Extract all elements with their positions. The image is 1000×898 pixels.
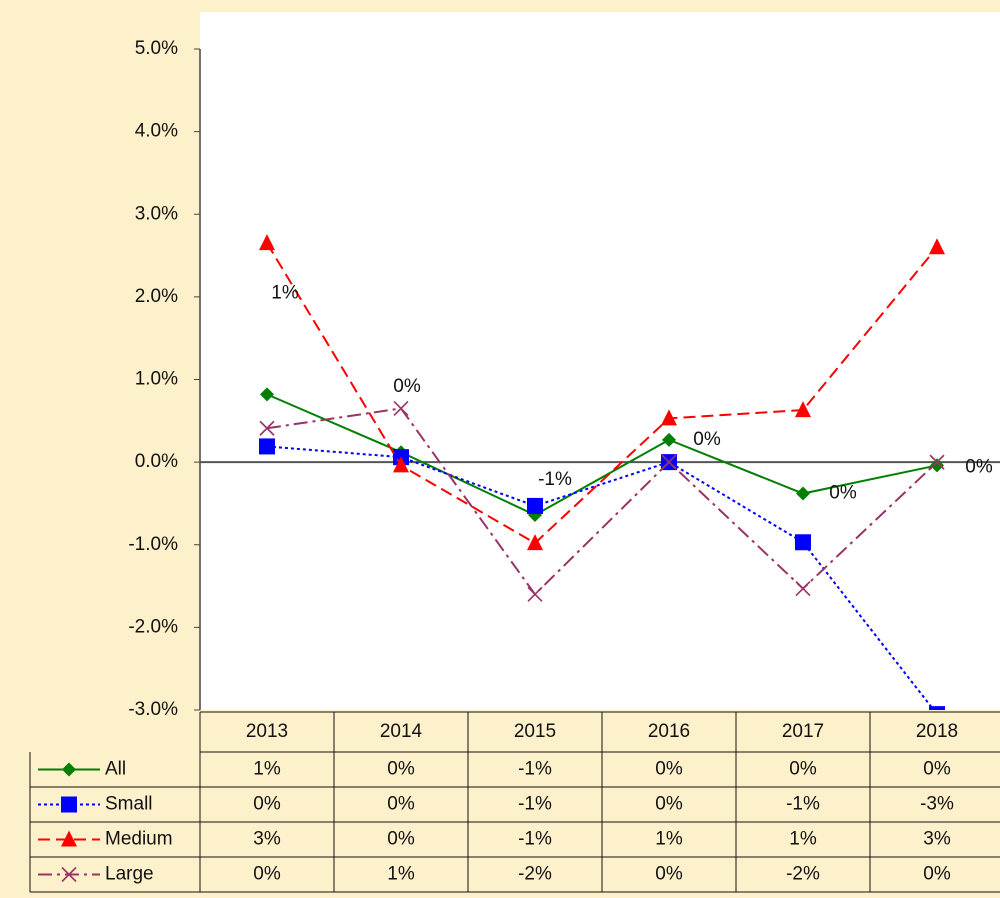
marker — [661, 409, 677, 426]
legend-label: Small — [105, 794, 153, 815]
table-cell: 0% — [655, 794, 683, 815]
table-cell: 0% — [655, 759, 683, 780]
marker — [62, 762, 76, 777]
marker — [929, 454, 945, 470]
marker — [796, 486, 810, 501]
x-tick-label: 2014 — [380, 721, 423, 742]
marker — [661, 454, 677, 470]
table-cell: 1% — [655, 829, 683, 850]
table-cell: -1% — [518, 829, 552, 850]
legend-marker — [61, 830, 77, 847]
x-tick-label: 2018 — [916, 721, 958, 742]
marker — [61, 796, 77, 813]
table-cell: 0% — [387, 829, 415, 850]
marker — [61, 866, 77, 883]
table-cell: -3% — [920, 794, 954, 815]
legend-label: All — [105, 759, 126, 780]
x-tick-label: 2017 — [782, 721, 824, 742]
marker — [527, 534, 543, 551]
table-cell: 1% — [789, 829, 817, 850]
marker — [259, 420, 275, 436]
table-cell: 1% — [253, 759, 281, 780]
legend-marker — [61, 796, 77, 813]
table-cell: -1% — [518, 759, 552, 780]
data-label: 0% — [693, 429, 721, 450]
table-cell: 0% — [387, 759, 415, 780]
legend-label: Medium — [105, 829, 173, 850]
legend-marker — [62, 762, 76, 777]
table-cell: -2% — [786, 864, 820, 885]
table-cell: -1% — [518, 794, 552, 815]
series-line — [266, 242, 938, 545]
y-tick-label: 2.0% — [135, 286, 178, 307]
series-line — [266, 407, 938, 596]
marker — [61, 830, 77, 847]
data-label: 0% — [393, 376, 421, 397]
legend-label: Large — [105, 864, 154, 885]
marker — [662, 432, 676, 447]
marker — [795, 534, 811, 551]
marker — [527, 586, 543, 602]
series-line — [266, 393, 938, 517]
table-cell: -2% — [518, 864, 552, 885]
plot-series — [259, 234, 945, 710]
data-label: 0% — [965, 456, 993, 477]
marker — [929, 238, 945, 255]
y-tick-label: -3.0% — [128, 699, 178, 720]
marker — [393, 400, 409, 416]
table-cell: 0% — [923, 864, 951, 885]
marker — [527, 497, 543, 514]
y-tick-label: 5.0% — [135, 38, 178, 59]
marker — [260, 387, 274, 402]
marker — [930, 458, 944, 473]
x-tick-label: 2016 — [648, 721, 690, 742]
marker — [393, 456, 409, 473]
table-cell: 3% — [253, 829, 281, 850]
marker — [259, 234, 275, 251]
y-tick-label: 0.0% — [135, 451, 178, 472]
legend-marker — [61, 866, 77, 883]
table-cell: 1% — [387, 864, 415, 885]
data-label: -1% — [538, 469, 572, 490]
data-label: 0% — [829, 483, 857, 504]
y-tick-label: -2.0% — [128, 616, 178, 637]
table-cell: 0% — [655, 864, 683, 885]
table-cell: 0% — [923, 759, 951, 780]
table-cell: 0% — [789, 759, 817, 780]
table-cell: 0% — [253, 794, 281, 815]
table-cell: 0% — [253, 864, 281, 885]
table-cell: 3% — [923, 829, 951, 850]
marker — [929, 706, 945, 710]
y-tick-label: 1.0% — [135, 369, 178, 390]
marker — [795, 580, 811, 597]
y-tick-label: 3.0% — [135, 203, 178, 224]
x-tick-label: 2015 — [514, 721, 556, 742]
x-tick-label: 2013 — [246, 721, 288, 742]
table-cell: 0% — [387, 794, 415, 815]
y-tick-label: 4.0% — [135, 121, 178, 142]
marker — [259, 438, 275, 455]
data-label: 1% — [271, 282, 299, 303]
table-cell: -1% — [786, 794, 820, 815]
y-tick-label: -1.0% — [128, 534, 178, 555]
marker — [795, 401, 811, 418]
plot-area — [200, 12, 1000, 710]
